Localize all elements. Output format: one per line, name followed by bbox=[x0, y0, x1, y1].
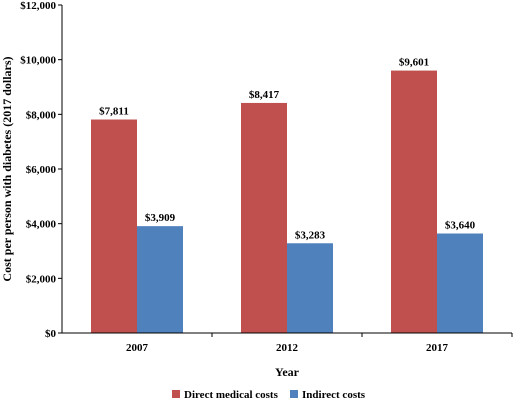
data-label: $9,601 bbox=[399, 57, 429, 69]
y-tick-label: $2,000 bbox=[26, 273, 57, 285]
legend-swatch bbox=[290, 390, 298, 398]
bar-indirect-2012 bbox=[287, 243, 333, 333]
bar-indirect-2007 bbox=[137, 226, 183, 333]
bar-direct-2012 bbox=[241, 102, 287, 333]
data-label: $3,909 bbox=[145, 212, 176, 224]
y-tick-label: $0 bbox=[45, 328, 57, 340]
x-tick-label: 2007 bbox=[126, 342, 149, 354]
x-tick-label: 2017 bbox=[426, 342, 449, 354]
data-label: $3,283 bbox=[295, 229, 326, 241]
y-tick-label: $8,000 bbox=[26, 109, 57, 121]
x-tick-label: 2012 bbox=[276, 342, 299, 354]
y-tick-label: $10,000 bbox=[20, 55, 56, 67]
x-axis-title: Year bbox=[275, 365, 300, 379]
data-label: $3,640 bbox=[445, 220, 476, 232]
y-tick-label: $12,000 bbox=[20, 0, 56, 12]
bar-indirect-2017 bbox=[437, 233, 483, 333]
data-label: $8,417 bbox=[249, 89, 280, 101]
legend-label: Direct medical costs bbox=[184, 389, 279, 401]
data-label: $7,811 bbox=[99, 105, 129, 117]
bars: $7,811 $3,909 $8,417 $3,283 $9,601 $3,640 bbox=[91, 57, 483, 334]
y-tick-label: $6,000 bbox=[26, 164, 57, 176]
y-axis-ticks: $0 $2,000 $4,000 $6,000 $8,000 $10,000 $12,000 bbox=[20, 0, 62, 340]
bar-direct-2007 bbox=[91, 119, 137, 334]
legend-label: Indirect costs bbox=[302, 389, 366, 401]
legend-swatch bbox=[172, 390, 180, 398]
x-axis-ticks: 2007 2012 2017 bbox=[126, 333, 513, 354]
bar-direct-2017 bbox=[391, 70, 437, 334]
y-tick-label: $4,000 bbox=[26, 219, 57, 231]
y-axis-title: Cost per person with diabetes (2017 doll… bbox=[0, 56, 14, 281]
legend: Direct medical costs Indirect costs bbox=[172, 389, 366, 401]
